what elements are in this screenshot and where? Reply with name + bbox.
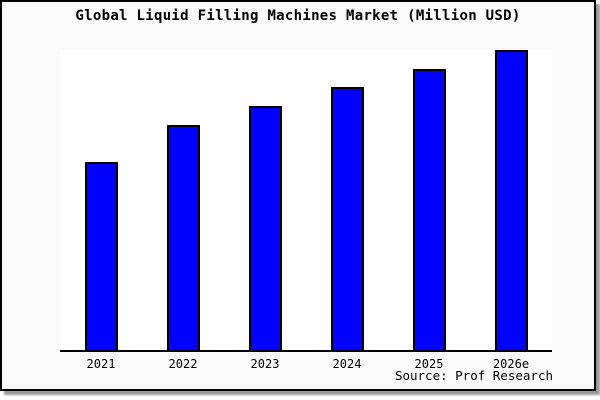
chart-title: Global Liquid Filling Machines Market (M… <box>75 8 521 24</box>
bar-2024 <box>330 86 364 350</box>
bar-2022 <box>166 125 200 350</box>
x-tick-2023: 2023 <box>250 357 280 371</box>
bar-2023 <box>248 106 282 350</box>
bar-slot-2021 <box>60 50 142 350</box>
x-tick-2022: 2022 <box>168 357 198 371</box>
x-tick-2021: 2021 <box>86 357 116 371</box>
x-tick-2025: 2025 <box>414 357 444 371</box>
bars-container <box>60 50 552 350</box>
bar-2025 <box>412 68 446 350</box>
bar-slot-2023 <box>224 50 306 350</box>
bar-2026e <box>494 50 528 350</box>
plot-area <box>60 50 552 352</box>
bar-slot-2024 <box>306 50 388 350</box>
source-caption: Source: Prof Research <box>394 368 553 383</box>
bar-slot-2025 <box>388 50 470 350</box>
chart-frame: Global Liquid Filling Machines Market (M… <box>0 0 596 391</box>
bar-slot-2026e <box>470 50 552 350</box>
x-tick-2026e: 2026e <box>492 357 530 371</box>
bar-2021 <box>84 161 118 350</box>
x-tick-2024: 2024 <box>332 357 362 371</box>
x-axis-labels: 2021 2022 2023 2024 2025 2026e <box>60 354 552 371</box>
bar-slot-2022 <box>142 50 224 350</box>
